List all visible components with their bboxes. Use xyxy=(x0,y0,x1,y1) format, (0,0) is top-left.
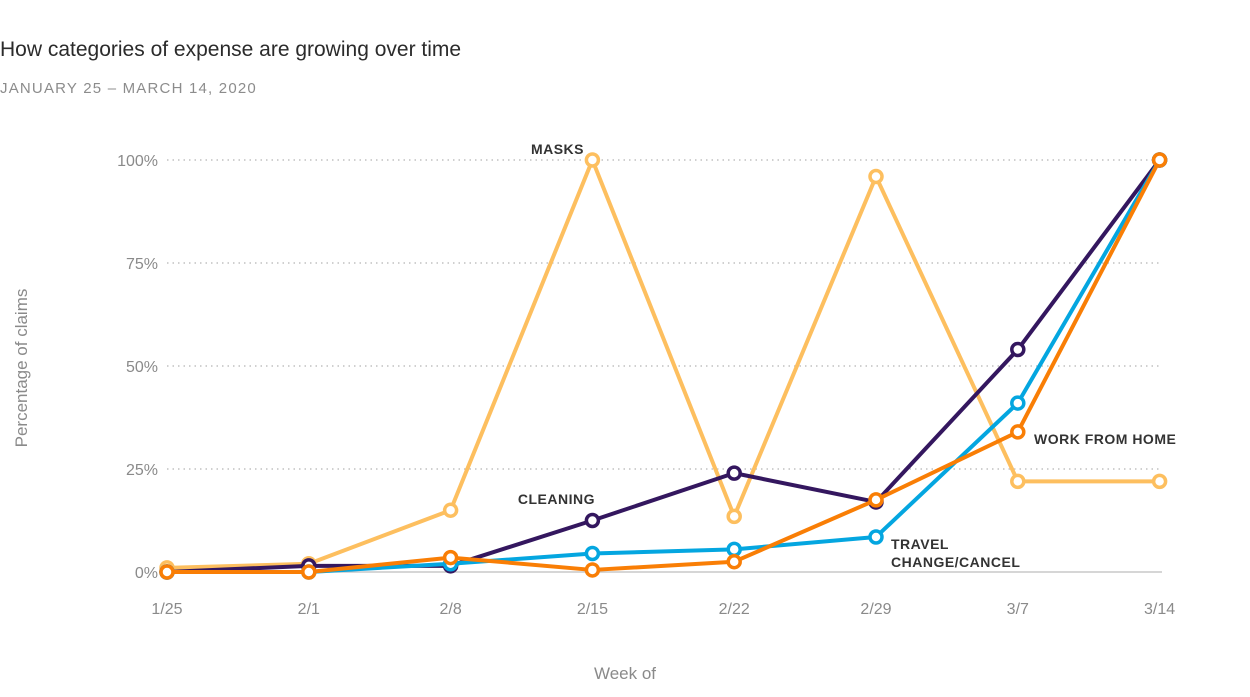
data-point xyxy=(726,508,742,525)
y-axis-ticks: 0% 25% 50% 75% 100% xyxy=(117,153,158,582)
series-line xyxy=(165,158,1162,574)
series-label: CLEANING xyxy=(518,491,595,507)
data-point xyxy=(584,562,601,578)
x-axis-ticks: 1/25 2/1 2/8 2/15 2/22 2/29 3/7 3/14 xyxy=(151,601,1175,618)
grid-lines xyxy=(167,159,1162,573)
series-label-line: WORK FROM HOME xyxy=(1034,431,1176,447)
data-point xyxy=(726,541,742,558)
data-point xyxy=(726,465,742,481)
series-label-line: CLEANING xyxy=(518,491,595,507)
chart-title: How categories of expense are growing ov… xyxy=(0,38,462,61)
x-tick-label: 1/25 xyxy=(151,601,182,618)
series-label-line: TRAVEL xyxy=(891,536,949,552)
y-tick-label: 25% xyxy=(126,462,158,479)
series-lines xyxy=(159,152,1168,580)
data-point xyxy=(868,492,884,508)
data-point xyxy=(726,553,742,570)
x-tick-label: 2/22 xyxy=(719,601,750,618)
series-label: WORK FROM HOME xyxy=(1034,431,1176,447)
series-line xyxy=(165,158,1162,574)
chart-subtitle: JANUARY 25 – MARCH 14, 2020 xyxy=(0,80,257,97)
data-point xyxy=(301,564,317,580)
data-point xyxy=(1010,395,1026,411)
data-point xyxy=(584,152,601,168)
data-point xyxy=(1151,152,1168,168)
series-label: TRAVEL CHANGE/CANCEL xyxy=(891,536,1020,570)
y-tick-label: 100% xyxy=(117,153,158,170)
y-tick-label: 75% xyxy=(126,256,158,273)
series-masks xyxy=(159,152,1168,576)
data-point xyxy=(1010,341,1026,358)
series-label-line: CHANGE/CANCEL xyxy=(891,554,1020,570)
data-point xyxy=(868,529,884,545)
x-tick-label: 3/7 xyxy=(1007,601,1029,618)
series-label-line: MASKS xyxy=(531,141,584,157)
x-tick-label: 2/8 xyxy=(439,601,461,618)
data-point xyxy=(159,564,175,580)
data-point xyxy=(442,549,459,566)
data-point xyxy=(584,545,601,562)
data-point xyxy=(1010,473,1026,490)
data-point xyxy=(1010,424,1026,440)
x-tick-label: 2/1 xyxy=(298,601,320,618)
y-tick-label: 0% xyxy=(135,565,158,582)
series-line xyxy=(165,158,1162,570)
x-tick-label: 2/15 xyxy=(577,601,608,618)
data-point xyxy=(584,512,601,529)
series-label: MASKS xyxy=(531,141,584,157)
data-point xyxy=(868,168,884,185)
y-axis-title: Percentage of claims xyxy=(12,289,31,448)
series-work-from-home xyxy=(159,152,1168,580)
x-tick-label: 2/29 xyxy=(860,601,891,618)
y-tick-label: 50% xyxy=(126,359,158,376)
x-tick-label: 3/14 xyxy=(1144,601,1175,618)
series-labels: MASKS CLEANING TRAVEL CHANGE/CANCEL WORK FRO… xyxy=(518,141,1176,570)
data-point xyxy=(1151,473,1168,490)
x-axis-title: Week of xyxy=(594,664,656,683)
data-point xyxy=(442,502,459,518)
